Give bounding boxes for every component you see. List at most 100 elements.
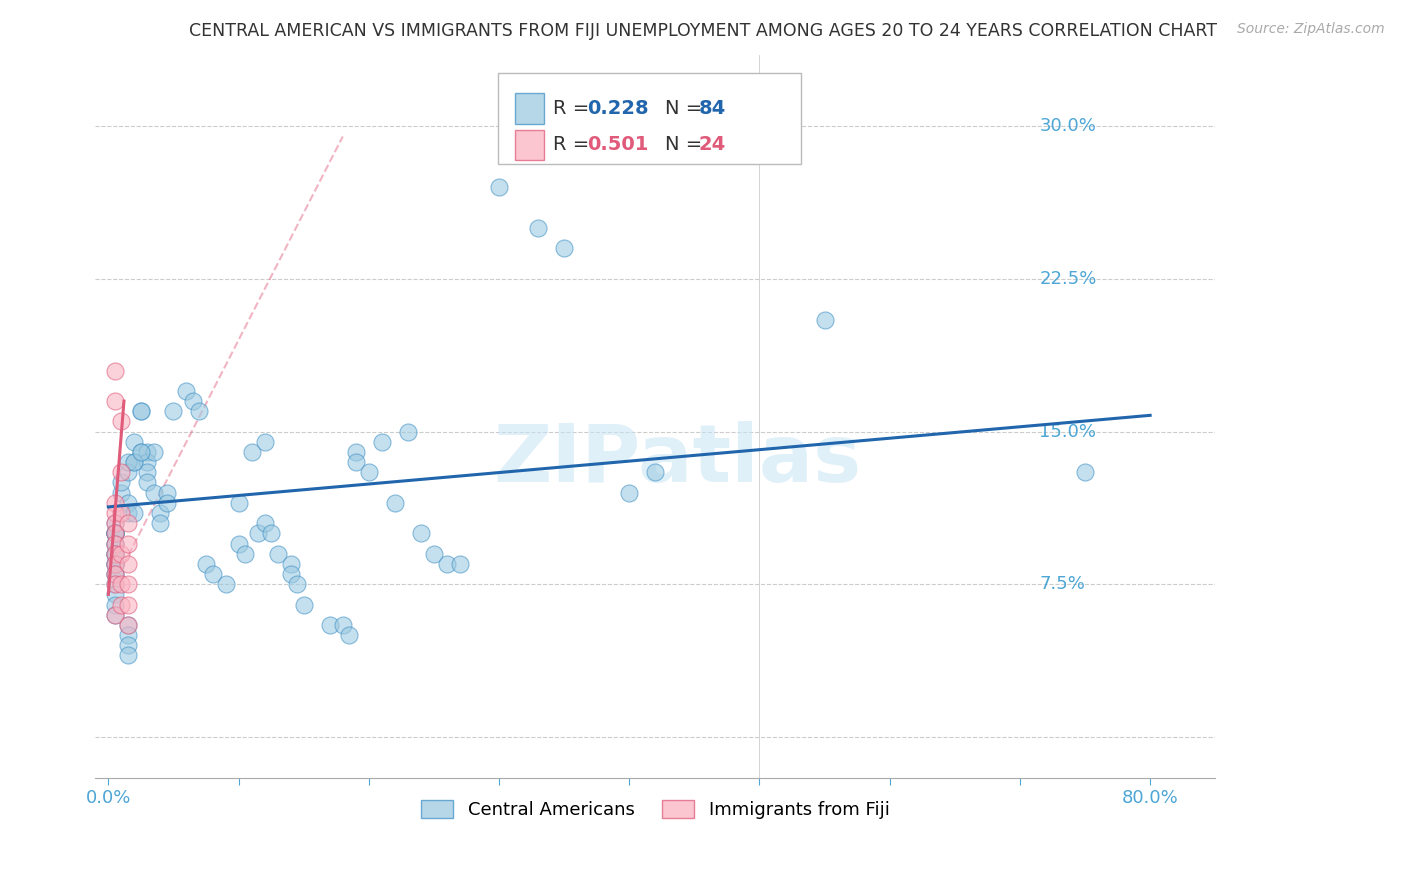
Point bbox=[233, 547, 256, 561]
Point bbox=[124, 434, 146, 449]
Point bbox=[644, 465, 666, 479]
Point bbox=[117, 638, 139, 652]
Text: 0.228: 0.228 bbox=[586, 99, 648, 118]
Point bbox=[156, 496, 179, 510]
Point bbox=[117, 577, 139, 591]
Point bbox=[104, 506, 127, 520]
Point bbox=[117, 598, 139, 612]
Point bbox=[104, 577, 127, 591]
Text: 24: 24 bbox=[699, 136, 727, 154]
Point bbox=[117, 628, 139, 642]
Text: CENTRAL AMERICAN VS IMMIGRANTS FROM FIJI UNEMPLOYMENT AMONG AGES 20 TO 24 YEARS : CENTRAL AMERICAN VS IMMIGRANTS FROM FIJI… bbox=[188, 22, 1218, 40]
Point bbox=[104, 607, 127, 622]
Point bbox=[266, 547, 288, 561]
Point bbox=[117, 648, 139, 663]
Point bbox=[104, 526, 127, 541]
Point bbox=[136, 455, 159, 469]
Point bbox=[110, 414, 132, 428]
Point bbox=[129, 445, 152, 459]
Point bbox=[188, 404, 211, 418]
Point bbox=[124, 455, 146, 469]
Point bbox=[104, 536, 127, 550]
Point bbox=[104, 607, 127, 622]
Text: 22.5%: 22.5% bbox=[1039, 270, 1097, 288]
Point bbox=[292, 598, 315, 612]
Point bbox=[142, 485, 165, 500]
Point bbox=[104, 526, 127, 541]
Point bbox=[228, 496, 250, 510]
Point bbox=[201, 567, 224, 582]
Point bbox=[110, 577, 132, 591]
Point bbox=[527, 221, 550, 235]
Point bbox=[344, 445, 367, 459]
Point bbox=[110, 485, 132, 500]
Point bbox=[344, 455, 367, 469]
Point bbox=[104, 557, 127, 571]
Point bbox=[104, 577, 127, 591]
Point bbox=[104, 598, 127, 612]
Point bbox=[449, 557, 471, 571]
Point bbox=[104, 547, 127, 561]
Point bbox=[117, 455, 139, 469]
Point bbox=[104, 567, 127, 582]
Point bbox=[117, 618, 139, 632]
Point bbox=[156, 485, 179, 500]
Point bbox=[228, 536, 250, 550]
FancyBboxPatch shape bbox=[499, 73, 801, 163]
FancyBboxPatch shape bbox=[515, 129, 544, 160]
Point bbox=[436, 557, 458, 571]
Point bbox=[104, 557, 127, 571]
Text: ZIPatlas: ZIPatlas bbox=[494, 421, 862, 499]
Point bbox=[813, 312, 835, 326]
FancyBboxPatch shape bbox=[515, 93, 544, 124]
Point bbox=[553, 242, 575, 256]
Point bbox=[619, 485, 641, 500]
Point bbox=[117, 536, 139, 550]
Point bbox=[104, 536, 127, 550]
Point bbox=[129, 404, 152, 418]
Point bbox=[260, 526, 283, 541]
Point bbox=[240, 445, 263, 459]
Point bbox=[319, 618, 342, 632]
Point bbox=[396, 425, 419, 439]
Text: N =: N = bbox=[665, 136, 709, 154]
Point bbox=[247, 526, 270, 541]
Point bbox=[104, 536, 127, 550]
Point bbox=[280, 567, 302, 582]
Point bbox=[136, 465, 159, 479]
Point bbox=[181, 394, 204, 409]
Text: R =: R = bbox=[554, 99, 596, 118]
Point bbox=[104, 567, 127, 582]
Point bbox=[104, 557, 127, 571]
Point bbox=[110, 547, 132, 561]
Point bbox=[129, 445, 152, 459]
Point bbox=[124, 455, 146, 469]
Point bbox=[110, 465, 132, 479]
Point bbox=[337, 628, 360, 642]
Point bbox=[104, 516, 127, 531]
Point bbox=[104, 547, 127, 561]
Point bbox=[176, 384, 198, 398]
Point bbox=[280, 557, 302, 571]
Point bbox=[104, 394, 127, 409]
Text: N =: N = bbox=[665, 99, 709, 118]
Point bbox=[332, 618, 354, 632]
Point bbox=[1074, 465, 1097, 479]
Point bbox=[409, 526, 432, 541]
Point bbox=[110, 598, 132, 612]
Point bbox=[117, 618, 139, 632]
Point bbox=[104, 516, 127, 531]
Point bbox=[104, 363, 127, 377]
Text: Source: ZipAtlas.com: Source: ZipAtlas.com bbox=[1237, 22, 1385, 37]
Point bbox=[117, 496, 139, 510]
Point bbox=[253, 434, 276, 449]
Point bbox=[117, 506, 139, 520]
Point bbox=[285, 577, 308, 591]
Point bbox=[195, 557, 218, 571]
Point bbox=[162, 404, 184, 418]
Point bbox=[124, 506, 146, 520]
Point bbox=[104, 557, 127, 571]
Text: 30.0%: 30.0% bbox=[1039, 118, 1097, 136]
Point bbox=[104, 547, 127, 561]
Point bbox=[142, 445, 165, 459]
